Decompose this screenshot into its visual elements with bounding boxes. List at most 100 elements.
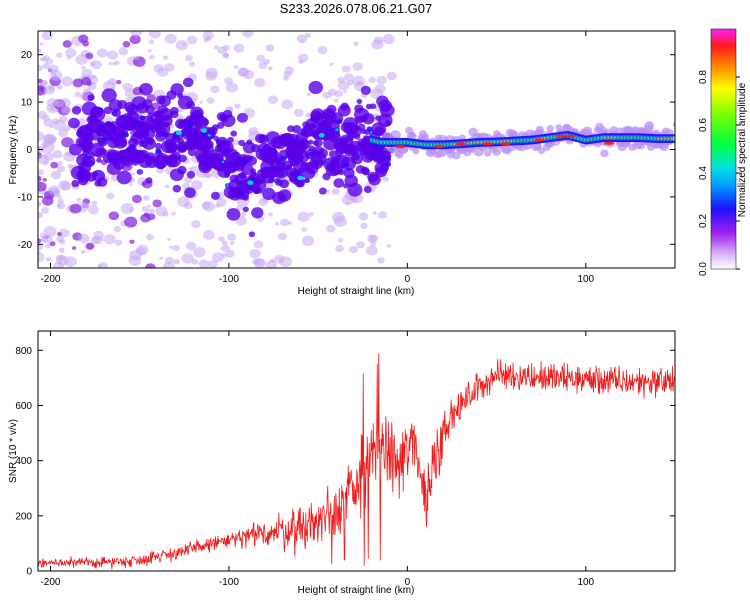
spectrogram-noise-blob: [57, 198, 64, 204]
spectrogram-ridge-blob: [328, 150, 338, 158]
spectrogram-noise-blob: [280, 218, 290, 227]
spectrogram-ridge-blob: [538, 147, 546, 155]
spectrogram-noise-blob: [86, 81, 92, 86]
spectrogram-noise-blob: [252, 258, 260, 265]
spectrogram-ridge-blob: [336, 118, 343, 124]
spectrogram-ridge-blob: [71, 179, 80, 188]
spectrogram-ridge-blob: [360, 85, 371, 95]
spectrogram-noise-blob: [217, 46, 228, 55]
spectrogram-noise-blob: [293, 108, 304, 117]
spectrogram-noise-blob: [337, 76, 345, 84]
spectrogram-noise-blob: [365, 245, 378, 256]
spectrogram-ridge-blob: [165, 143, 177, 154]
spectrogram-ridge-blob: [177, 165, 187, 175]
spectrogram-noise-blob: [114, 239, 123, 246]
spectrogram-noise-blob: [57, 160, 63, 166]
spectrogram-ridge-blob: [170, 151, 181, 161]
snr-xtick-label: -200: [40, 577, 60, 588]
spectrogram-noise-blob: [382, 33, 395, 45]
spectrogram-noise-blob: [103, 234, 116, 245]
spectrogram-noise-blob: [206, 97, 215, 104]
spectrogram-peak: [603, 141, 614, 145]
spectrogram-noise-blob: [377, 257, 385, 264]
spectrogram-blobs: [38, 31, 675, 268]
spectrogram-noise-blob: [333, 98, 339, 103]
spectrogram-noise-blob: [49, 241, 56, 247]
spectrogram-ridge-blob: [254, 186, 260, 192]
spectrogram-noise-blob: [129, 34, 141, 45]
spectrogram-noise-blob: [297, 211, 310, 222]
spectrogram-noise-blob: [218, 236, 225, 242]
spectrogram-noise-blob: [212, 252, 224, 263]
spectrogram-ridge-blob: [334, 167, 341, 174]
spectrogram-hotspot: [200, 128, 207, 133]
spectrogram-ridge-blob: [127, 111, 140, 122]
spectrogram-noise-blob: [172, 244, 181, 252]
spectrogram-noise-blob: [141, 206, 149, 213]
spectrogram-noise-blob: [58, 247, 65, 253]
spectrogram-noise-blob: [131, 194, 142, 204]
spectrogram-noise-blob: [232, 139, 240, 146]
spectrogram-ridge-blob: [360, 128, 367, 135]
spectrogram-noise-blob: [38, 64, 43, 72]
spectrogram-ridge-blob: [236, 112, 248, 123]
spectrogram-ridge-blob: [177, 137, 185, 145]
spectrogram-ridge-blob: [250, 168, 256, 174]
spectrogram-noise-blob: [56, 165, 66, 173]
spectrogram-ridge-blob: [374, 126, 385, 136]
spectrogram-noise-blob: [46, 98, 58, 108]
colorbar-tick-label: 0.2: [698, 214, 709, 228]
spectrogram-noise-blob: [50, 170, 62, 180]
spectrogram-noise-blob: [39, 42, 44, 46]
spectrogram-noise-blob: [38, 145, 42, 152]
spectrogram-ridge-blob: [318, 187, 327, 195]
spectrogram-noise-blob: [131, 172, 135, 176]
snr-y-ticks: 0 200 400 600 800: [15, 346, 675, 578]
spectrogram-peak: [395, 145, 406, 149]
spectrogram-ridge-blob: [644, 121, 655, 130]
spectrogram-peak: [500, 142, 511, 146]
spectrogram-ridge-blob: [155, 148, 162, 154]
snr-xtick-label: 100: [577, 577, 594, 588]
spectrogram-ridge-blob: [136, 102, 149, 114]
spectrogram-noise-blob: [185, 241, 197, 251]
spectrogram-noise-blob: [325, 189, 331, 194]
snr-frame: [37, 330, 676, 572]
spectrogram-noise-blob: [38, 243, 43, 251]
spectrogram-noise-blob: [190, 220, 201, 229]
spectrogram-ridge-blob: [452, 151, 461, 160]
spectrogram-noise-blob: [148, 54, 155, 60]
spectrogram-ridge-blob: [384, 120, 392, 127]
spectrogram-ridge-blob: [280, 156, 287, 162]
spectrogram-noise-blob: [377, 211, 388, 219]
spectrogram-noise-blob: [148, 39, 155, 45]
spectrogram-ridge-blob: [96, 157, 102, 163]
spectrogram-ridge-blob: [101, 88, 117, 103]
spectrogram-noise-blob: [147, 213, 156, 221]
spectrogram-noise-blob: [143, 195, 150, 201]
spectrogram-noise-blob: [210, 85, 220, 94]
spectrogram-noise-blob: [343, 89, 347, 93]
spectrogram-noise-blob: [331, 188, 340, 195]
spectrogram-noise-blob: [386, 71, 398, 81]
spectrogram-ridge-blob: [262, 187, 276, 201]
spectrogram-noise-blob: [265, 44, 275, 52]
spectrogram-noise-blob: [56, 84, 63, 90]
spectrogram-noise-blob: [185, 54, 193, 62]
spectrogram-ridge-blob: [87, 94, 95, 101]
spectrogram-ridge-blob: [147, 138, 155, 145]
spectrogram-xtick-label: 0: [405, 274, 411, 285]
spectrogram-noise-blob: [80, 249, 86, 254]
spectrogram-ridge-blob: [147, 112, 155, 119]
spectrogram-noise-blob: [122, 41, 131, 48]
spectrogram-noise-blob: [81, 65, 86, 70]
spectrogram-ridge-blob: [158, 95, 171, 107]
spectrogram-noise-blob: [88, 205, 99, 215]
spectrogram-ridge-blob: [242, 206, 249, 213]
spectrogram-peak: [434, 145, 445, 149]
spectrogram-noise-blob: [202, 201, 215, 212]
spectrogram-noise-blob: [254, 77, 266, 88]
spectrogram-ridge-blob: [251, 207, 264, 219]
spectrogram-noise-blob: [129, 131, 134, 135]
